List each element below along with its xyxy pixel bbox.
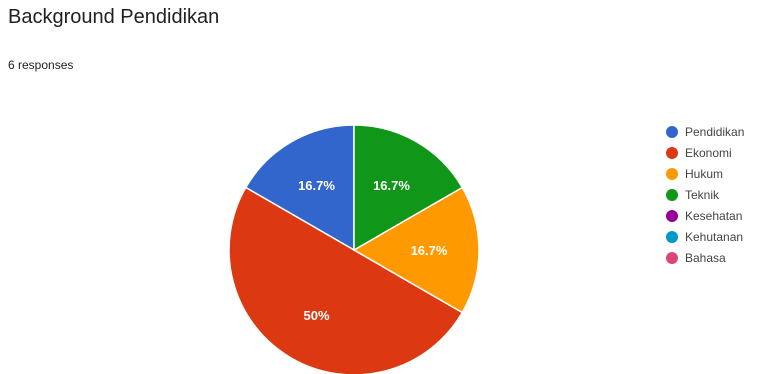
legend-swatch — [666, 209, 678, 222]
legend-item-ekonomi[interactable]: Ekonomi — [666, 142, 744, 163]
legend-item-pendidikan[interactable]: Pendidikan — [666, 121, 744, 142]
legend-label: Hukum — [685, 166, 724, 181]
slice-label-ekonomi: 50% — [303, 308, 329, 323]
legend-item-teknik[interactable]: Teknik — [666, 184, 744, 205]
legend-swatch — [666, 146, 678, 159]
legend-label: Kesehatan — [685, 208, 743, 223]
pie-slice-pendidikan[interactable] — [244, 124, 355, 252]
slice-label-hukum: 16.7% — [411, 243, 448, 258]
legend-label: Kehutanan — [685, 229, 744, 244]
legend-item-hukum[interactable]: Hukum — [666, 163, 744, 184]
legend-swatch — [666, 188, 678, 201]
legend-label: Bahasa — [685, 250, 726, 265]
legend-swatch — [666, 251, 678, 264]
slice-label-teknik: 16.7% — [373, 178, 410, 193]
legend-item-kehutanan[interactable]: Kehutanan — [666, 226, 744, 247]
legend-label: Teknik — [685, 187, 720, 202]
legend-label: Ekonomi — [685, 145, 732, 160]
legend-item-kesehatan[interactable]: Kesehatan — [666, 205, 744, 226]
slice-label-pendidikan: 16.7% — [298, 178, 335, 193]
legend-swatch — [666, 230, 678, 243]
response-count: 6 responses — [8, 58, 74, 72]
legend-swatch — [666, 167, 678, 180]
legend-label: Pendidikan — [685, 124, 745, 139]
legend: Pendidikan Ekonomi Hukum Teknik Kesehatan Keh… — [666, 121, 744, 268]
chart-title: Background Pendidikan — [8, 6, 220, 28]
pie-slice-ekonomi[interactable] — [228, 186, 464, 374]
legend-item-bahasa[interactable]: Bahasa — [666, 247, 744, 268]
legend-swatch — [666, 125, 678, 138]
pie-slice-hukum[interactable] — [352, 186, 480, 314]
pie-slice-teknik[interactable] — [353, 124, 464, 252]
